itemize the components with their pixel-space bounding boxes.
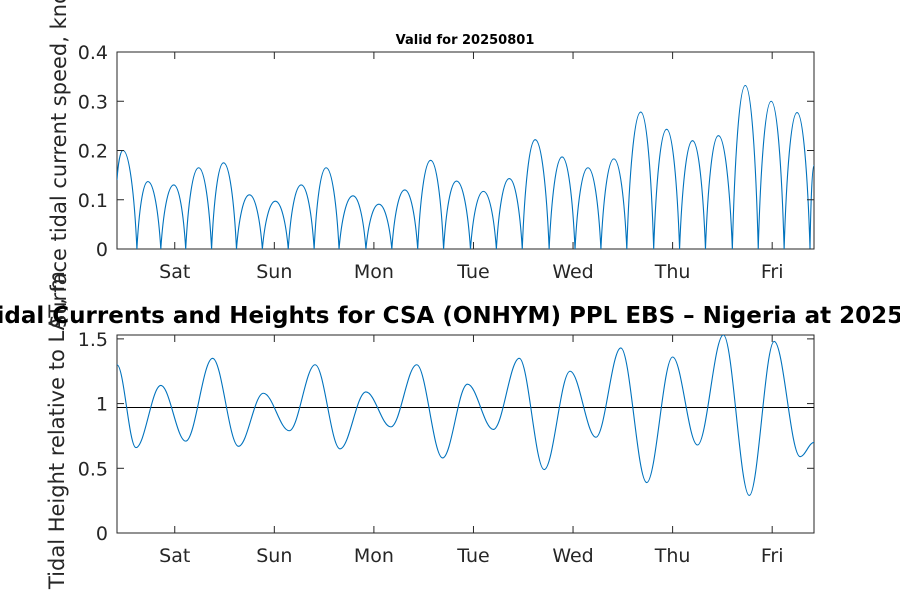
heights-plot-area: [116, 334, 815, 534]
heights-x-tick-label: Sat: [159, 545, 190, 567]
currents-x-tick-label: Wed: [552, 261, 593, 283]
currents-y-tick-label: 0.1: [78, 190, 108, 212]
currents-y-tick-label: 0.3: [78, 91, 108, 113]
currents-x-tick-label: Sun: [256, 261, 292, 283]
heights-x-tick-label: Mon: [354, 545, 394, 567]
currents-y-tick-label: 0: [96, 239, 108, 261]
heights-x-tick-label: Thu: [654, 545, 691, 567]
heights-y-tick-label: 0.5: [78, 458, 108, 480]
heights-x-tick-label: Fri: [761, 545, 784, 567]
currents-x-ticks: Sat Sun Mon Tue Wed Thu Fri: [159, 52, 784, 283]
heights-x-tick-label: Sun: [256, 545, 292, 567]
currents-y-ticks: 0 0.1 0.2 0.3 0.4: [78, 42, 814, 261]
heights-series-line: [117, 335, 814, 497]
currents-series: [117, 84, 814, 249]
heights-y-axis-label: Tidal Height relative to LAT, m: [45, 271, 69, 590]
main-figure-title: Tidal Currents and Heights for CSA (ONHY…: [0, 303, 900, 329]
heights-x-tick-label: Tue: [456, 545, 489, 567]
currents-x-tick-label: Thu: [654, 261, 691, 283]
currents-y-tick-label: 0.4: [78, 42, 108, 64]
currents-series-line: [117, 84, 814, 249]
valid-date-title: Valid for 20250801: [396, 33, 535, 48]
currents-axes: 0 0.1 0.2 0.3 0.4 Sat Sun Mon Tue Wed Thu Fri: [78, 42, 815, 283]
heights-y-ticks: 0 0.5 1 1.5: [78, 329, 814, 545]
heights-y-tick-label: 1.5: [78, 329, 108, 351]
currents-x-tick-label: Sat: [159, 261, 190, 283]
currents-plot-area: [116, 51, 815, 250]
currents-x-tick-label: Fri: [761, 261, 784, 283]
heights-axes: 0 0.5 1 1.5 Sat Sun Mon Tue Wed Thu Fri: [78, 329, 815, 567]
heights-series: [117, 335, 814, 497]
currents-x-tick-label: Tue: [456, 261, 489, 283]
heights-y-tick-label: 1: [96, 394, 108, 416]
currents-y-axis-label: Surface tidal current speed, knots: [47, 0, 71, 328]
heights-x-tick-label: Wed: [552, 545, 593, 567]
heights-x-ticks: Sat Sun Mon Tue Wed Thu Fri: [159, 335, 784, 567]
currents-y-tick-label: 0.2: [78, 141, 108, 163]
heights-y-tick-label: 0: [96, 523, 108, 545]
currents-x-tick-label: Mon: [354, 261, 394, 283]
